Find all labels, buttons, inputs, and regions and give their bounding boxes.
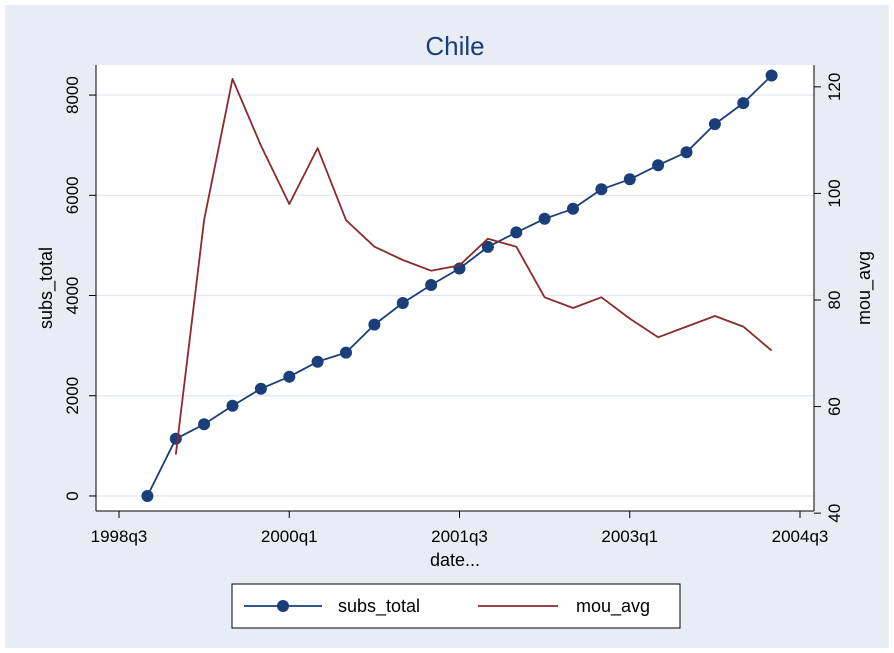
left-y-tick-label: 6000 [63, 176, 82, 214]
data-point-subs-total [680, 146, 693, 159]
data-point-subs-total [623, 173, 636, 186]
plot-area [96, 65, 814, 511]
data-point-subs-total [708, 118, 721, 131]
left-y-tick-label: 8000 [63, 76, 82, 114]
x-tick-label: 1998q3 [91, 527, 148, 546]
chart-title: Chile [425, 31, 484, 61]
data-point-subs-total [169, 432, 182, 445]
legend: subs_total mou_avg [231, 583, 681, 629]
data-point-subs-total [396, 297, 409, 309]
legend-subs-total-marker [277, 600, 289, 612]
data-point-subs-total [198, 418, 211, 431]
right-y-tick-label: 100 [825, 179, 844, 207]
left-y-tick-label: 4000 [63, 277, 82, 315]
legend-subs-total-label: subs_total [338, 596, 420, 617]
data-point-subs-total [254, 382, 267, 395]
left-y-axis-title: subs_total [36, 247, 57, 329]
data-point-subs-total [311, 355, 324, 368]
x-axis-title: date... [430, 550, 480, 570]
x-tick-label: 2000q1 [261, 527, 318, 546]
data-point-subs-total [368, 318, 381, 331]
data-point-subs-total [595, 183, 608, 196]
right-y-axis-title: mou_avg [854, 251, 875, 325]
axes [95, 65, 815, 512]
x-tick-label: 2004q3 [772, 527, 829, 546]
left-y-tick-label: 0 [63, 491, 82, 500]
x-tick-label: 2003q1 [601, 527, 658, 546]
data-point-subs-total [538, 212, 551, 225]
grid-lines [96, 94, 814, 497]
data-point-subs-total [481, 240, 494, 253]
legend-mou-avg-label: mou_avg [576, 596, 650, 617]
data-point-subs-total [226, 399, 239, 412]
ticks: 0 2000 4000 6000 8000 40 60 80 100 120 1998q3 2000q… [63, 73, 844, 546]
data-point-subs-total [141, 490, 154, 502]
right-y-tick-label: 40 [825, 504, 844, 523]
data-point-subs-total [737, 97, 750, 110]
right-y-tick-label: 120 [825, 73, 844, 101]
right-y-tick-label: 80 [825, 291, 844, 310]
data-point-subs-total [510, 226, 523, 239]
data-point-subs-total [283, 370, 296, 383]
right-y-tick-label: 60 [825, 397, 844, 416]
data-point-subs-total [765, 69, 778, 82]
left-y-tick-label: 2000 [63, 377, 82, 415]
series-line-mou-avg [174, 78, 773, 455]
series-layer [141, 69, 778, 502]
data-point-subs-total [652, 159, 665, 172]
x-tick-label: 2001q3 [431, 527, 488, 546]
data-point-subs-total [567, 202, 579, 215]
data-point-subs-total [425, 279, 438, 291]
data-point-subs-total [340, 346, 352, 359]
